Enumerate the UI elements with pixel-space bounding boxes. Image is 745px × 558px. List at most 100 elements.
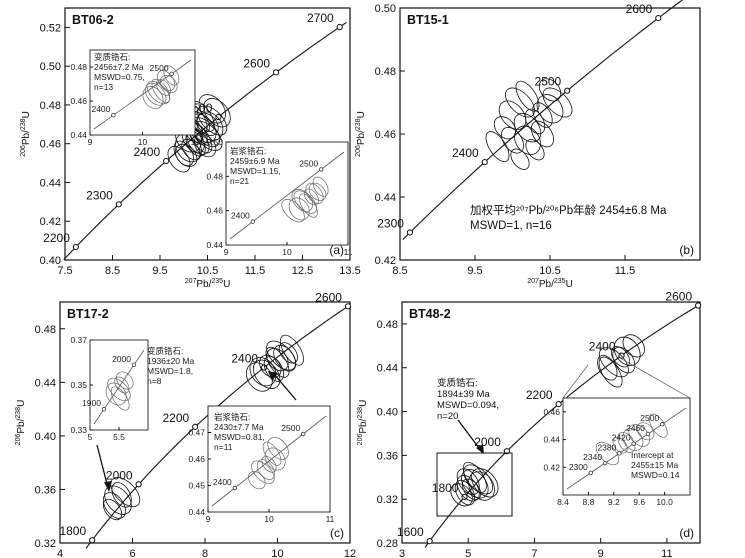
inset-age-label: 2400 <box>213 477 232 487</box>
analysis-ellipse <box>598 347 629 378</box>
y-tick-label: 0.42 <box>40 216 61 228</box>
analysis-ellipse <box>196 112 219 136</box>
inset-y-tick-label: 0.35 <box>70 380 87 390</box>
y-tick-label: 0.48 <box>375 66 396 78</box>
y-tick-label: 0.52 <box>40 22 61 34</box>
y-axis-label: 206Pb/238U <box>355 111 367 157</box>
concordia-age-marker <box>426 538 433 545</box>
inset-y-tick-label: 0.48 <box>70 62 87 72</box>
concordia-age-label: 2400 <box>133 145 160 159</box>
panel-c: 46810120.320.360.400.440.48207Pb/235U206… <box>15 290 356 558</box>
inset-age-marker <box>319 167 324 172</box>
inset-age-label: 2300 <box>569 462 588 472</box>
y-tick-label: 0.46 <box>40 139 61 151</box>
concordia-age-label: 2300 <box>86 188 113 202</box>
x-tick-label: 9.5 <box>152 265 167 277</box>
concordia-age-marker <box>89 537 96 544</box>
inset-y-tick-label: 0.46 <box>70 96 87 106</box>
x-tick-label: 11.5 <box>245 265 266 277</box>
inset-ellipse <box>144 82 167 106</box>
analysis-ellipse <box>463 464 494 495</box>
inset-x-tick-label: 11 <box>326 514 335 524</box>
concordia-curve <box>424 305 699 548</box>
concordia-age-marker <box>135 481 142 488</box>
inset-ellipse <box>142 86 164 110</box>
x-tick-label: 9 <box>598 548 604 558</box>
y-tick-label: 0.32 <box>377 494 398 506</box>
y-tick-label: 0.36 <box>377 450 398 462</box>
inset: 8.4 8.8 9.2 9.6 10.0 0.42 0.44 0.46 230023402380… <box>543 397 691 507</box>
analysis-ellipse <box>612 346 636 374</box>
analysis-ellipse <box>513 113 542 143</box>
analysis-ellipse <box>111 482 132 508</box>
x-tick-label: 7 <box>531 548 537 558</box>
concordia-age-label: 2200 <box>162 411 189 425</box>
inset-frame <box>207 405 331 513</box>
inset-age-label: 2400 <box>231 211 250 221</box>
annotation-line: 变质锆石: <box>94 52 130 62</box>
annotation-line: MSWD=0.81, <box>214 432 265 442</box>
analysis-ellipse <box>265 346 290 378</box>
annotation-line: n=13 <box>94 82 113 92</box>
x-tick-label: 12 <box>344 548 356 558</box>
inset-age-marker <box>617 451 622 456</box>
panel-title: BT15-1 <box>407 13 449 27</box>
arrow-head <box>104 481 112 492</box>
inset-age-label: 2500 <box>640 413 659 423</box>
concordia-age-label: 2200 <box>43 231 70 245</box>
analysis-ellipse <box>266 340 297 371</box>
inset-age-marker <box>645 431 651 437</box>
inset-ellipse <box>628 424 650 447</box>
analysis-ellipse <box>498 100 527 130</box>
concordia-age-label: 2500 <box>535 75 562 89</box>
panel-letter: (b) <box>679 243 694 257</box>
inset-age-marker <box>602 460 608 466</box>
annotation-line: MSWD=0.094, <box>437 400 499 411</box>
inset-x-tick-label: 8.4 <box>557 497 569 507</box>
analysis-ellipse <box>610 346 631 368</box>
inset-age-label: 2420 <box>612 433 631 443</box>
x-tick-label: 10 <box>271 548 283 558</box>
inset-y-tick-label: 0.44 <box>70 130 87 140</box>
inset-age-marker <box>101 407 107 412</box>
analysis-ellipse <box>493 116 517 140</box>
inset-concordia-curve <box>211 415 327 507</box>
panel-d: 3579110.280.320.360.400.440.48207Pb/235U… <box>357 290 702 558</box>
concordia-age-marker <box>215 113 222 121</box>
analysis-ellipse <box>505 87 535 118</box>
concordia-age-label: 1800 <box>59 524 86 538</box>
y-tick-label: 0.48 <box>377 319 398 331</box>
concordia-age-label: 2400 <box>589 340 616 354</box>
concordia-age-marker <box>72 243 79 251</box>
y-tick-label: 0.44 <box>377 363 398 375</box>
x-tick-label: 7.5 <box>57 265 72 277</box>
concordia-age-label: 2000 <box>106 468 133 482</box>
inset-y-tick-label: 0.44 <box>543 435 560 445</box>
x-tick-label: 10.5 <box>197 265 218 277</box>
concordia-age-label: 2300 <box>377 216 404 230</box>
annotation-line: MSWD=0.75, <box>94 72 145 82</box>
inset-y-tick-label: 0.37 <box>70 335 87 345</box>
inset-age-label: 2500 <box>299 158 318 168</box>
inset-x-tick-label: 11 <box>191 137 200 147</box>
inset-x-tick-label: 10.0 <box>656 497 673 507</box>
inset-age-label: 2340 <box>583 452 602 462</box>
inset-ellipse <box>291 188 313 212</box>
annotation-line: Intercept at <box>631 450 674 460</box>
x-tick-label: 8.5 <box>105 265 120 277</box>
concordia-age-marker <box>344 303 352 310</box>
cluster-box <box>436 452 513 517</box>
inset-age-marker <box>660 422 665 427</box>
concordia-age-marker <box>564 87 571 94</box>
annotation-line: MSWD=0.14 <box>631 470 680 480</box>
y-tick-label: 0.50 <box>375 3 396 15</box>
inset-pointer-arrow <box>273 373 297 401</box>
inset-guide-line <box>619 357 691 399</box>
analysis-ellipse <box>252 359 281 389</box>
analysis-ellipse <box>102 492 126 519</box>
annotation-line: 1936±20 Ma <box>147 356 194 366</box>
inset-ellipse <box>262 441 282 466</box>
y-tick-label: 0.32 <box>35 538 56 550</box>
annotation-line: 岩浆锆石: <box>214 412 250 422</box>
analysis-ellipse <box>515 80 540 112</box>
